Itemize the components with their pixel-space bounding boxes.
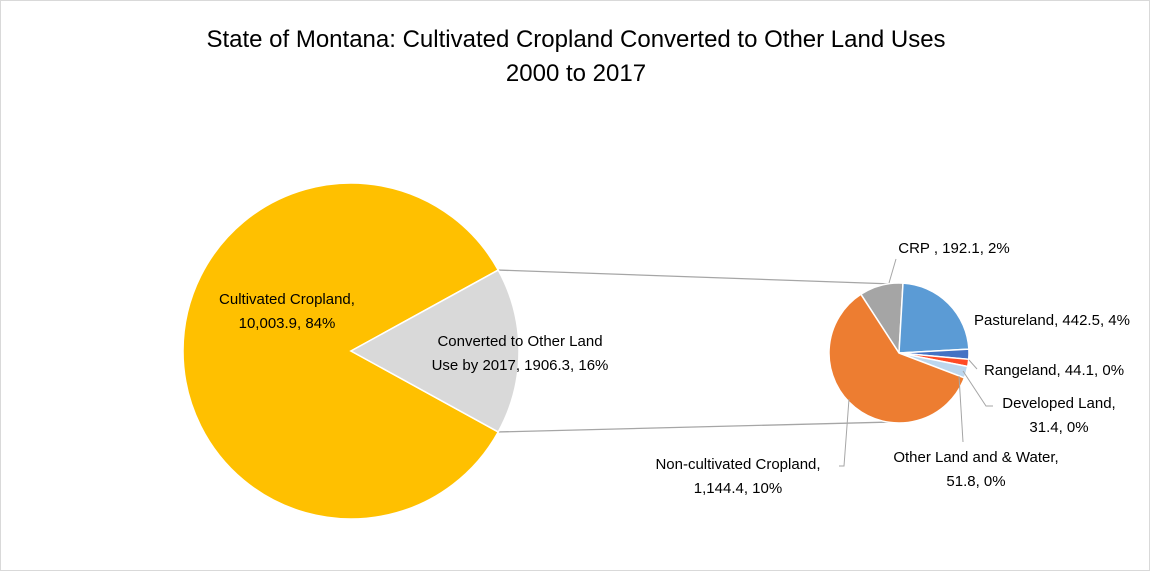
- data-label-other-land-water: Other Land and & Water, 51.8, 0%: [893, 449, 1058, 490]
- leader-line-non-cultivated-cropland: [839, 398, 850, 467]
- data-label-crp: CRP , 192.1, 2%: [898, 240, 1009, 257]
- connector-lines: [498, 269, 894, 433]
- slice-cultivated-cropland: [182, 182, 500, 520]
- data-label-pastureland: Pastureland, 442.5, 4%: [974, 312, 1130, 329]
- leader-line-crp: [888, 258, 897, 284]
- connector-line-top: [498, 269, 894, 285]
- slice-pastureland: [898, 282, 970, 354]
- data-label-rangeland: Rangeland, 44.1, 0%: [984, 362, 1124, 379]
- chart-title: State of Montana: Cultivated Cropland Co…: [206, 26, 945, 53]
- data-label-converted: Converted to Other Land Use by 2017, 1906…: [432, 333, 609, 374]
- leader-line-rangeland: [968, 359, 978, 370]
- leader-line-other-land-water: [958, 375, 964, 443]
- data-labels: Cultivated Cropland, 10,003.9, 84% Convert…: [219, 240, 1130, 497]
- data-label-developed-land: Developed Land, 31.4, 0%: [1002, 395, 1115, 436]
- chart-subtitle: 2000 to 2017: [506, 60, 646, 87]
- slice-non-cultivated-cropland: [828, 293, 966, 424]
- data-label-non-cultivated-cropland: Non-cultivated Cropland, 1,144.4, 10%: [655, 456, 820, 497]
- slice-converted-to-other-land-use: [349, 269, 520, 433]
- secondary-pie: [828, 282, 970, 424]
- data-label-cultivated-cropland: Cultivated Cropland, 10,003.9, 84%: [219, 291, 355, 332]
- leader-line-developed-land: [962, 370, 993, 407]
- primary-pie: [182, 182, 520, 520]
- connector-line-bottom: [498, 421, 894, 433]
- leader-lines: [839, 258, 993, 467]
